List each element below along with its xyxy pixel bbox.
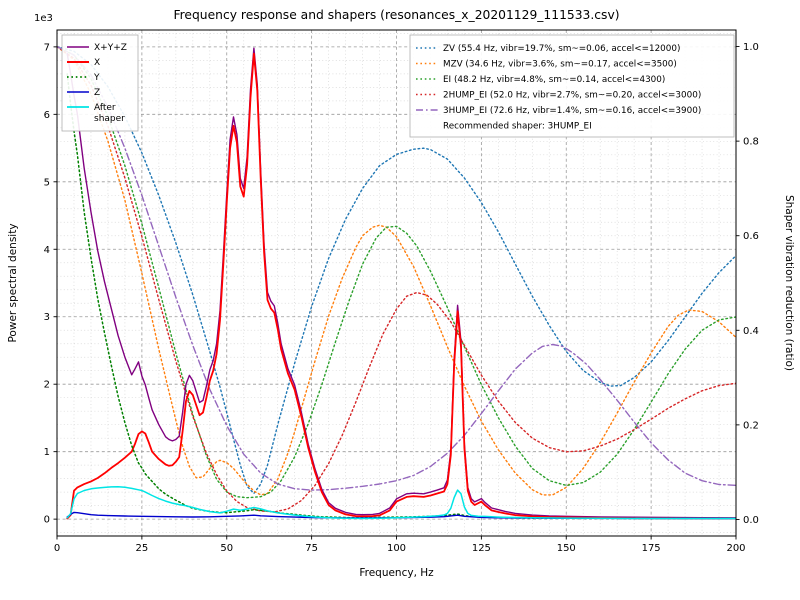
shaper-series-3hump-ei bbox=[57, 45, 736, 491]
x-tick-label: 25 bbox=[136, 543, 149, 554]
y-left-axis-label: Power spectral density bbox=[7, 223, 19, 342]
shaper-series-mzv bbox=[57, 45, 736, 496]
psd-series-group bbox=[66, 47, 736, 520]
y-right-tick-label: 1.0 bbox=[743, 42, 759, 53]
y-right-tick-label: 0.4 bbox=[743, 326, 759, 337]
x-tick-label: 175 bbox=[642, 543, 661, 554]
psd-legend-label: X+Y+Z bbox=[94, 43, 127, 53]
psd-legend-label: shaper bbox=[94, 114, 125, 124]
psd-legend-box bbox=[61, 34, 139, 132]
y-left-tick-label: 3 bbox=[44, 312, 50, 323]
recommended-shaper-note: Recommended shaper: 3HUMP_EI bbox=[443, 122, 592, 132]
y-left-tick-label: 4 bbox=[44, 245, 50, 256]
psd-series-x bbox=[66, 52, 736, 520]
shaper-legend: ZV (55.4 Hz, vibr=19.7%, sm~=0.06, accel… bbox=[409, 34, 735, 138]
x-axis-label: Frequency, Hz bbox=[359, 567, 434, 579]
y-right-tick-label: 0.6 bbox=[743, 231, 759, 242]
shaper-legend-label: EI (48.2 Hz, vibr=4.8%, sm~=0.14, accel<… bbox=[443, 75, 665, 85]
shaper-legend-label: MZV (34.6 Hz, vibr=3.6%, sm~=0.17, accel… bbox=[443, 60, 677, 70]
psd-series-y bbox=[66, 73, 736, 520]
y-right-tick-label: 0.2 bbox=[743, 420, 759, 431]
shaper-legend-label: 3HUMP_EI (72.6 Hz, vibr=1.4%, sm~=0.16, … bbox=[443, 106, 701, 116]
shaper-legend-label: 2HUMP_EI (52.0 Hz, vibr=2.7%, sm~=0.20, … bbox=[443, 91, 701, 101]
chart-title: Frequency response and shapers (resonanc… bbox=[173, 8, 619, 22]
psd-series-z bbox=[66, 511, 736, 520]
shaper-legend-box bbox=[409, 34, 735, 138]
psd-series-after-shaper bbox=[66, 485, 736, 520]
axis-ticks bbox=[53, 46, 740, 540]
psd-legend-label: Y bbox=[93, 73, 100, 83]
y-right-axis-label: Shaper vibration reduction (ratio) bbox=[783, 195, 795, 371]
y-left-tick-label: 2 bbox=[44, 380, 50, 391]
y-left-tick-label: 0 bbox=[44, 515, 50, 526]
x-tick-label: 50 bbox=[220, 543, 233, 554]
y-left-offset-text: 1e3 bbox=[34, 13, 53, 24]
psd-legend-label: X bbox=[94, 58, 100, 68]
x-tick-label: 75 bbox=[305, 543, 318, 554]
x-tick-label: 125 bbox=[472, 543, 491, 554]
y-left-tick-label: 5 bbox=[44, 177, 50, 188]
x-tick-label: 0 bbox=[54, 543, 60, 554]
x-tick-label: 150 bbox=[557, 543, 576, 554]
y-left-tick-label: 6 bbox=[44, 110, 50, 121]
y-right-tick-label: 0.0 bbox=[743, 515, 759, 526]
shaper-series-ei bbox=[57, 45, 736, 499]
y-right-tick-label: 0.8 bbox=[743, 137, 759, 148]
psd-legend-label: After bbox=[94, 103, 116, 113]
y-left-tick-label: 1 bbox=[44, 447, 50, 458]
x-tick-label: 100 bbox=[387, 543, 406, 554]
psd-legend-label: Z bbox=[94, 88, 100, 98]
x-tick-label: 200 bbox=[726, 543, 745, 554]
y-left-tick-label: 7 bbox=[44, 42, 50, 53]
shaper-legend-label: ZV (55.4 Hz, vibr=19.7%, sm~=0.06, accel… bbox=[443, 44, 680, 54]
shaper-series-zv bbox=[57, 45, 736, 495]
axis-tick-labels: 0 25 50 75 100 125 150 175 200 0 1 2 3 4 5 6 7 0.0 0.2 0.4 0… bbox=[44, 42, 759, 554]
